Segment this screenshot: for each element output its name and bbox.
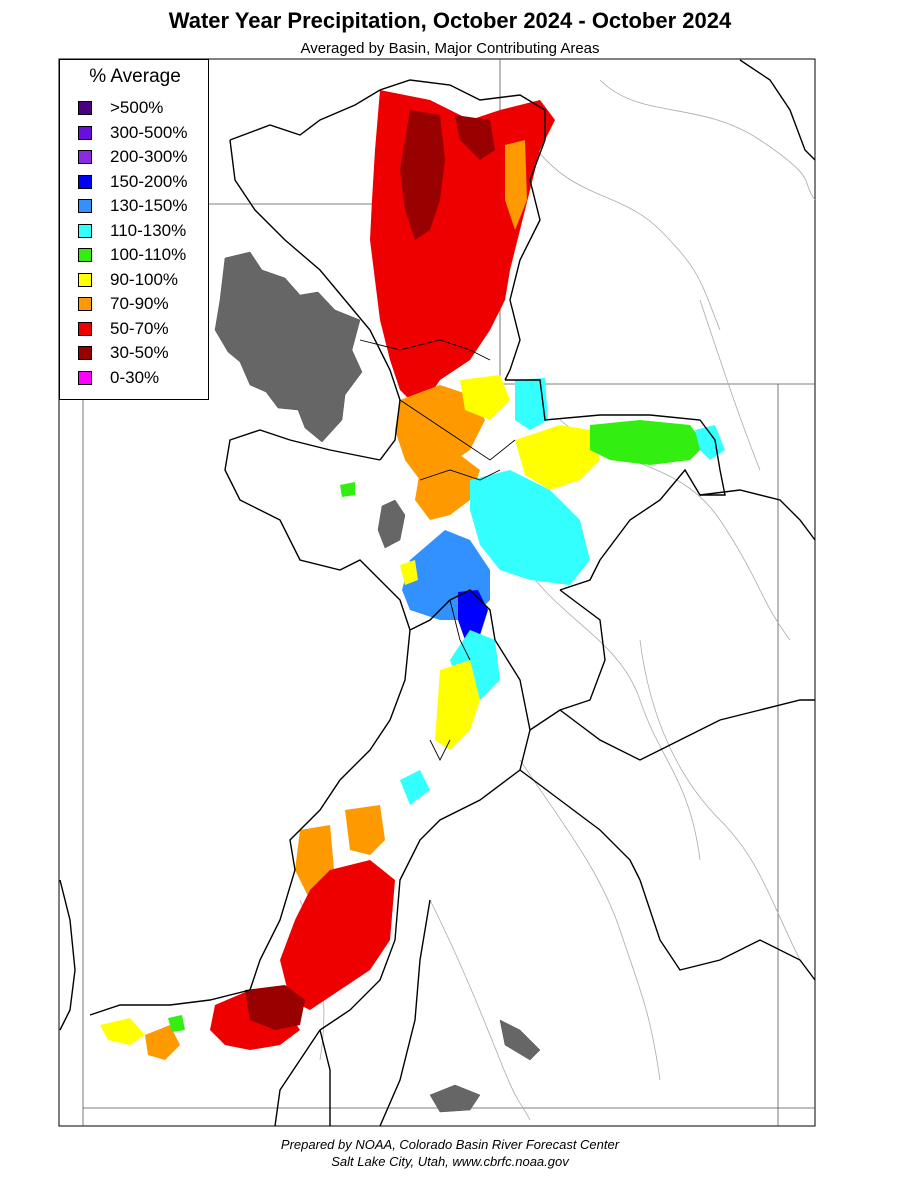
- legend-item: 100-110%: [78, 245, 186, 265]
- zone-70-90-b: [415, 455, 480, 520]
- legend-swatch: [78, 346, 92, 360]
- legend-label: 300-500%: [110, 122, 188, 142]
- sub-basin-outlines: [359, 339, 516, 762]
- legend-swatch: [78, 297, 92, 311]
- zone-70-90-north: [505, 140, 527, 230]
- zone-110-130-east: [695, 425, 725, 460]
- zone-70-90-sw: [345, 805, 385, 855]
- legend-label: 100-110%: [110, 245, 187, 264]
- zone-50-70-south: [280, 860, 395, 1010]
- credit-line-2: Salt Lake City, Utah, www.cbrfc.noaa.gov: [331, 1154, 569, 1169]
- legend-item: 50-70%: [78, 319, 169, 339]
- legend: % Average >500% 300-500% 200-300% 150-20…: [59, 59, 209, 400]
- legend-item: 150-200%: [78, 172, 188, 192]
- zone-100-110-w: [340, 482, 355, 497]
- legend-label: 0-30%: [110, 367, 160, 387]
- legend-swatch: [78, 370, 92, 385]
- zone-30-50: [400, 110, 445, 240]
- legend-swatch: [78, 223, 92, 238]
- legend-label: 110-130%: [110, 220, 187, 240]
- legend-swatch: [78, 248, 92, 262]
- legend-title: % Average: [89, 66, 181, 87]
- legend-item: 70-90%: [78, 294, 169, 314]
- legend-item: 90-100%: [78, 270, 178, 290]
- precipitation-zones: [100, 90, 725, 1060]
- map-title: Water Year Precipitation, October 2024 -…: [168, 8, 732, 33]
- zone-90-100-east: [515, 425, 600, 490]
- legend-swatch: [78, 272, 92, 287]
- legend-item: 200-300%: [78, 147, 188, 167]
- legend-item: 130-150%: [78, 196, 188, 216]
- legend-swatch: [78, 174, 92, 189]
- state-boundaries: [82, 59, 815, 1126]
- legend-item: 110-130%: [78, 221, 186, 241]
- zone-90-100-north: [460, 375, 510, 420]
- zone-110-130-sw: [400, 770, 430, 805]
- zone-30-50-sw: [245, 985, 305, 1030]
- zone-90-100-w: [400, 560, 418, 585]
- zone-110-130-north: [515, 378, 548, 430]
- zone-90-100-south: [435, 660, 480, 750]
- legend-swatch: [78, 199, 92, 213]
- legend-item: 300-500%: [78, 123, 188, 143]
- zone-90-100-sw: [100, 1018, 145, 1045]
- zone-100-110-sw: [168, 1015, 185, 1032]
- credit-line-1: Prepared by NOAA, Colorado Basin River F…: [280, 1137, 620, 1152]
- legend-item: 0-30%: [78, 368, 159, 388]
- zone-70-90-a: [395, 385, 485, 480]
- zone-150-200: [458, 590, 488, 640]
- legend-swatch: [78, 150, 92, 164]
- legend-item: 30-50%: [78, 343, 169, 363]
- zone-70-90-sw3: [145, 1025, 180, 1060]
- legend-label: 90-100%: [110, 269, 179, 289]
- legend-swatch: [78, 321, 92, 336]
- legend-label: 130-150%: [110, 196, 188, 215]
- zone-110-130-central: [470, 470, 590, 585]
- map-frame: [58, 58, 816, 1127]
- legend-label: 70-90%: [110, 294, 169, 313]
- map-subtitle: Averaged by Basin, Major Contributing Ar…: [300, 40, 600, 57]
- legend-label: 30-50%: [110, 343, 169, 362]
- legend-label: 200-300%: [110, 147, 188, 166]
- legend-item: >500%: [78, 98, 163, 118]
- zone-100-110-east: [590, 420, 705, 465]
- legend-label: >500%: [110, 98, 164, 117]
- legend-swatch: [78, 101, 92, 115]
- legend-label: 50-70%: [110, 318, 169, 338]
- legend-label: 150-200%: [110, 171, 188, 191]
- legend-swatch: [78, 125, 92, 140]
- basin-outlines: [59, 59, 816, 1127]
- zone-30-50-b: [455, 115, 495, 160]
